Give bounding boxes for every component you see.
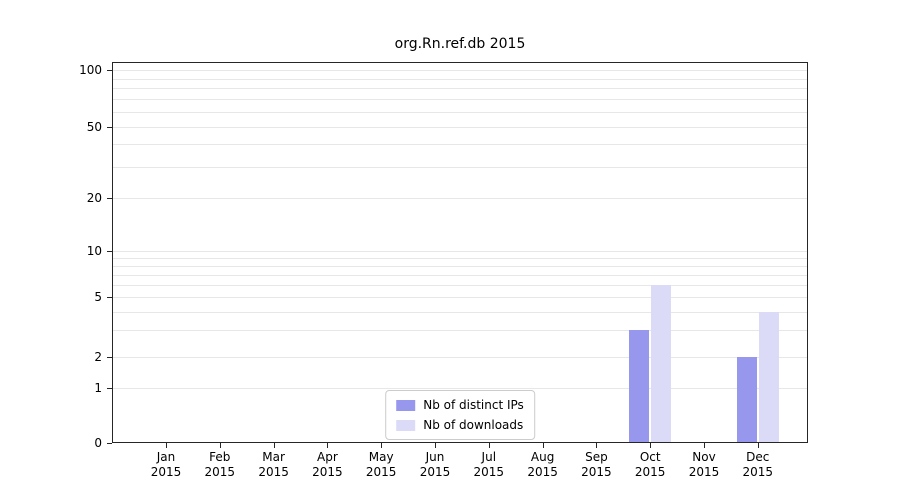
- x-tick-label-jan: Jan 2015: [134, 450, 198, 480]
- x-tick-label-line: Apr: [317, 450, 338, 464]
- y-tick-label-0: 0: [94, 436, 102, 450]
- x-tick-label-line: Sep: [585, 450, 608, 464]
- gridline-50: [112, 127, 808, 129]
- x-tick-mark-sep: [596, 443, 598, 448]
- gridline-80: [112, 88, 808, 90]
- gridline-4: [112, 311, 808, 313]
- gridline-100: [112, 70, 808, 71]
- y-tick-label-50: 50: [86, 120, 102, 135]
- x-tick-label-sep: Sep 2015: [564, 450, 628, 480]
- x-tick-mark-mar: [273, 443, 275, 448]
- plot-border: [112, 62, 808, 443]
- y-tick-mark-50: [107, 127, 112, 129]
- y-tick-label-10: 10: [86, 244, 102, 258]
- x-tick-label-line: Dec: [746, 450, 770, 464]
- gridline-7: [112, 274, 808, 276]
- x-tick-label-line: 2015: [258, 465, 289, 479]
- x-tick-mark-may: [381, 443, 383, 448]
- gridline-8: [112, 265, 808, 267]
- x-tick-label-line: Jun: [425, 450, 445, 464]
- legend-label: Nb of distinct IPs: [423, 398, 524, 412]
- bar-downloads-dec: [758, 311, 779, 443]
- gridline-9: [112, 258, 808, 259]
- x-tick-mark-apr: [327, 443, 329, 448]
- x-tick-label-line: 2015: [688, 465, 720, 479]
- x-tick-mark-nov: [704, 443, 705, 448]
- bar-distinct-ips-dec: [736, 356, 757, 443]
- x-tick-label-line: 2015: [312, 465, 343, 479]
- chart-title: org.Rn.ref.db 2015: [394, 36, 526, 52]
- x-tick-label-line: Feb: [209, 450, 231, 464]
- gridline-90: [112, 78, 808, 80]
- y-tick-mark-2: [107, 356, 112, 358]
- gridline-20: [112, 198, 808, 199]
- x-tick-label-nov: Nov 2015: [672, 450, 736, 480]
- gridline-60: [112, 112, 808, 114]
- gridline-3: [112, 330, 808, 332]
- legend-item-downloads: Nb of downloads: [396, 418, 524, 432]
- legend-swatch-distinct-ips: [396, 399, 416, 411]
- x-tick-label-line: 2015: [527, 465, 558, 479]
- x-tick-label-line: 2015: [365, 465, 397, 479]
- gridline-10: [112, 251, 808, 252]
- y-tick-mark-0: [107, 443, 112, 444]
- gridline-5: [112, 297, 808, 299]
- gridline-2: [112, 356, 808, 358]
- x-tick-mark-oct: [650, 443, 652, 448]
- legend-swatch-downloads: [396, 419, 416, 431]
- y-tick-label-100: 100: [79, 63, 102, 77]
- y-tick-mark-20: [107, 198, 112, 199]
- x-tick-label-line: Oct: [639, 450, 661, 464]
- y-tick-label-1: 1: [94, 381, 102, 396]
- x-tick-label-may: May 2015: [349, 450, 413, 480]
- y-tick-label-2: 2: [94, 349, 102, 364]
- bar-downloads-oct: [651, 285, 672, 443]
- x-tick-label-line: 2015: [634, 465, 666, 479]
- legend: Nb of distinct IPs Nb of downloads: [385, 390, 535, 440]
- x-tick-label-aug: Aug 2015: [511, 450, 575, 480]
- gridline-1: [112, 388, 808, 390]
- x-tick-label-line: Mar: [262, 450, 285, 464]
- x-tick-label-line: Jul: [481, 450, 497, 464]
- x-tick-label-line: May: [368, 450, 394, 464]
- x-tick-label-jul: Jul 2015: [457, 450, 521, 480]
- x-tick-mark-dec: [757, 443, 759, 448]
- y-tick-mark-100: [107, 70, 112, 71]
- x-tick-label-line: Aug: [530, 450, 555, 464]
- x-tick-label-line: 2015: [581, 465, 612, 479]
- x-tick-label-line: 2015: [473, 465, 505, 479]
- x-tick-label-dec: Dec 2015: [726, 450, 790, 480]
- y-tick-mark-5: [107, 297, 112, 299]
- legend-label: Nb of downloads: [423, 418, 524, 432]
- bar-distinct-ips-oct: [629, 330, 650, 443]
- x-tick-label-line: 2015: [742, 465, 774, 479]
- x-tick-label-line: 2015: [419, 465, 451, 479]
- y-tick-mark-1: [107, 388, 112, 390]
- x-tick-label-jun: Jun 2015: [403, 450, 467, 480]
- x-tick-label-apr: Apr 2015: [295, 450, 359, 480]
- x-tick-label-line: Nov: [692, 450, 716, 464]
- x-tick-mark-aug: [542, 443, 544, 448]
- x-tick-label-line: Jan: [156, 450, 176, 464]
- legend-item-distinct-ips: Nb of distinct IPs: [396, 398, 524, 412]
- x-tick-label-feb: Feb 2015: [188, 450, 252, 480]
- gridline-40: [112, 144, 808, 146]
- gridline-70: [112, 99, 808, 101]
- x-tick-mark-feb: [219, 443, 221, 448]
- x-tick-mark-jul: [488, 443, 490, 448]
- x-tick-mark-jun: [435, 443, 436, 448]
- gridline-6: [112, 285, 808, 286]
- x-tick-label-mar: Mar 2015: [242, 450, 306, 480]
- x-tick-label-line: 2015: [150, 465, 182, 479]
- x-tick-label-oct: Oct 2015: [618, 450, 682, 480]
- y-tick-label-20: 20: [86, 191, 102, 205]
- x-tick-mark-jan: [166, 443, 167, 448]
- plot-area: [112, 62, 808, 443]
- y-tick-label-5: 5: [94, 290, 102, 305]
- gridline-30: [112, 166, 808, 168]
- x-tick-label-line: 2015: [204, 465, 236, 479]
- y-tick-mark-10: [107, 251, 112, 252]
